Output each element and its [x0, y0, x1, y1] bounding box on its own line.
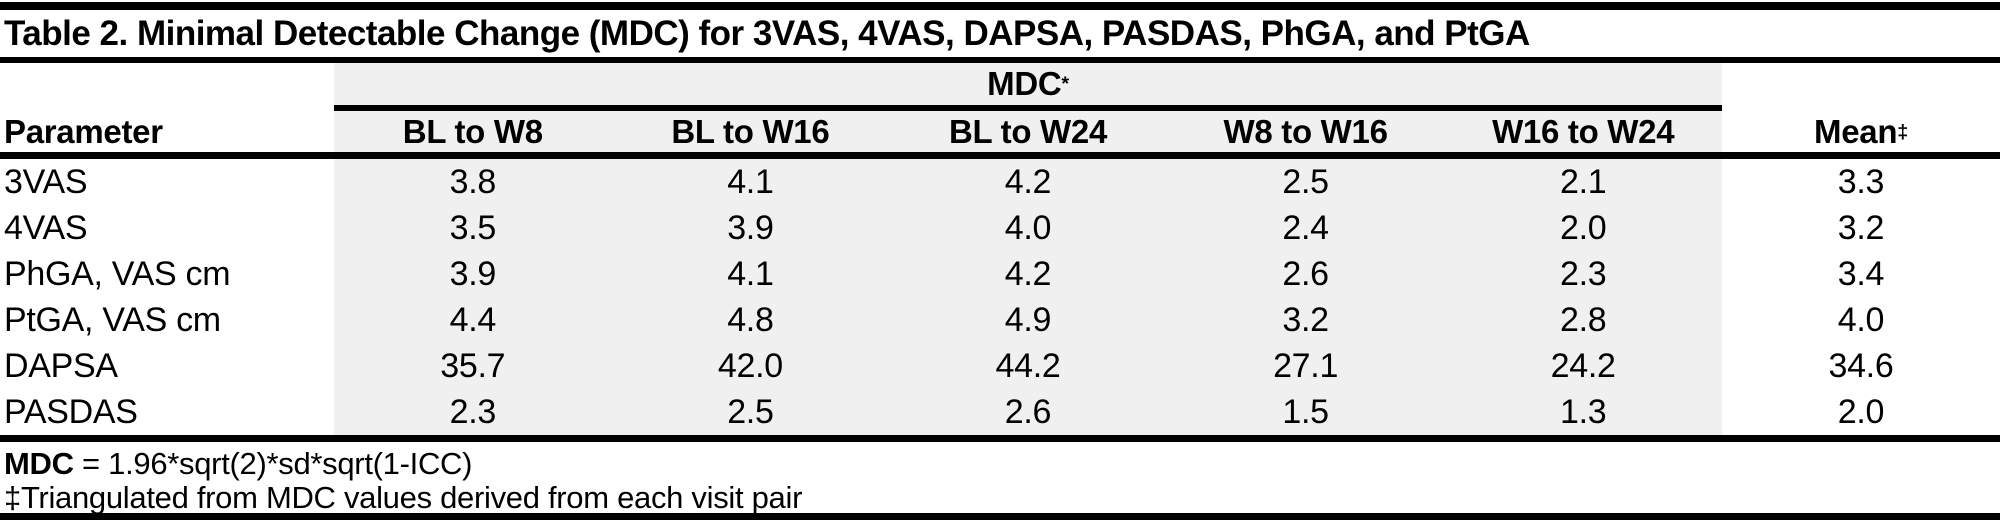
mean-cell: 34.6 [1828, 346, 1894, 385]
param-cell-phga: PhGA, VAS cm [4, 254, 231, 293]
table-title: Table 2. Minimal Detectable Change (MDC)… [4, 14, 1530, 53]
mdc-table: MDC * Parameter BL to W8 BL to W16 BL to … [0, 63, 2000, 435]
value-cell: 3.9 [334, 251, 612, 297]
top-rule [0, 2, 2000, 10]
value-cell: 2.3 [334, 389, 612, 435]
value-cell: 3.2 [1166, 297, 1445, 343]
value-cell: 4.9 [889, 297, 1167, 343]
mean-cell: 3.3 [1837, 162, 1885, 201]
value-cell: 2.5 [1166, 159, 1445, 205]
col-header-mean: Mean ‡ [1721, 111, 2000, 159]
value-cell: 4.2 [889, 251, 1167, 297]
value-cell: 42.0 [611, 343, 890, 389]
value-cell: 2.0 [1444, 205, 1722, 251]
footnote-mdc-formula-text: = 1.96*sqrt(2)*sd*sqrt(1-ICC) [73, 446, 473, 481]
table-bottom-rule [0, 435, 2000, 442]
value-cell: 4.8 [611, 297, 890, 343]
value-cell: 4.0 [889, 205, 1167, 251]
value-cell: 3.5 [334, 205, 612, 251]
col-header-parameter: Parameter [0, 111, 334, 159]
group-header-mdc-label: MDC [987, 65, 1062, 102]
value-cell: 2.5 [611, 389, 890, 435]
value-cell: 4.2 [889, 159, 1167, 205]
value-cell: 24.2 [1444, 343, 1722, 389]
mean-cell: 3.4 [1837, 254, 1885, 293]
value-cell: 1.3 [1444, 389, 1722, 435]
param-cell-ptga: PtGA, VAS cm [4, 300, 221, 339]
value-cell: 27.1 [1166, 343, 1445, 389]
group-header-mdc: MDC * [334, 63, 1722, 111]
col-header-w16-to-w24: W16 to W24 [1444, 111, 1722, 159]
value-cell: 1.5 [1166, 389, 1445, 435]
footnote-triangulated: ‡Triangulated from MDC values derived fr… [4, 480, 803, 515]
value-cell: 4.1 [611, 159, 890, 205]
value-cell: 35.7 [334, 343, 612, 389]
value-cell: 2.1 [1444, 159, 1722, 205]
value-cell: 2.4 [1166, 205, 1445, 251]
value-cell: 4.1 [611, 251, 890, 297]
param-cell-pasdas: PASDAS [4, 392, 138, 431]
value-cell: 2.8 [1444, 297, 1722, 343]
mean-cell: 4.0 [1837, 300, 1885, 339]
param-cell-3vas: 3VAS [4, 162, 88, 201]
mean-cell: 2.0 [1837, 392, 1885, 431]
param-cell-4vas: 4VAS [4, 208, 88, 247]
group-header-spacer-left [0, 63, 334, 111]
footnote-mdc-bold: MDC [4, 446, 74, 481]
col-header-w8-to-w16: W8 to W16 [1166, 111, 1445, 159]
value-cell: 4.4 [334, 297, 612, 343]
col-header-bl-to-w8: BL to W8 [334, 111, 612, 159]
mean-cell: 3.2 [1837, 208, 1885, 247]
param-cell-dapsa: DAPSA [4, 346, 118, 385]
col-header-bl-to-w24: BL to W24 [889, 111, 1167, 159]
title-rule [0, 57, 2000, 63]
group-header-spacer-right [1722, 63, 2000, 111]
col-header-mean-label: Mean [1814, 112, 1898, 150]
value-cell: 2.6 [889, 389, 1167, 435]
value-cell: 44.2 [889, 343, 1167, 389]
value-cell: 3.9 [611, 205, 890, 251]
col-header-bl-to-w16: BL to W16 [611, 111, 890, 159]
value-cell: 3.8 [334, 159, 612, 205]
bottom-rule [0, 513, 2000, 520]
value-cell: 2.6 [1166, 251, 1445, 297]
footnote-mdc-formula: MDC = 1.96*sqrt(2)*sd*sqrt(1-ICC) [4, 446, 472, 482]
value-cell: 2.3 [1444, 251, 1722, 297]
